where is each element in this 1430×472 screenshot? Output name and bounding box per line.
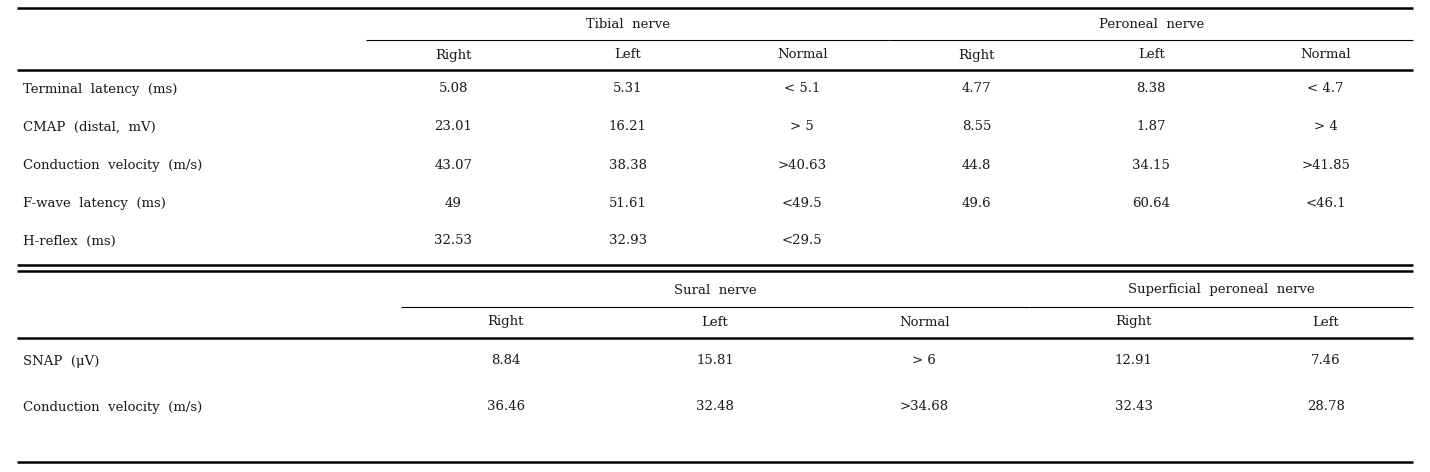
- Text: >41.85: >41.85: [1301, 159, 1350, 171]
- Text: Left: Left: [615, 49, 641, 61]
- Text: Right: Right: [488, 315, 523, 329]
- Text: 8.38: 8.38: [1137, 83, 1165, 95]
- Text: 49.6: 49.6: [962, 196, 991, 210]
- Text: Normal: Normal: [1300, 49, 1351, 61]
- Text: >34.68: >34.68: [899, 401, 950, 413]
- Text: 8.55: 8.55: [962, 120, 991, 134]
- Text: < 4.7: < 4.7: [1307, 83, 1344, 95]
- Text: Right: Right: [958, 49, 995, 61]
- Text: 4.77: 4.77: [962, 83, 991, 95]
- Text: Left: Left: [1138, 49, 1164, 61]
- Text: > 4: > 4: [1314, 120, 1337, 134]
- Text: Terminal  latency  (ms): Terminal latency (ms): [23, 83, 177, 95]
- Text: 32.48: 32.48: [696, 401, 734, 413]
- Text: <49.5: <49.5: [782, 196, 822, 210]
- Text: < 5.1: < 5.1: [784, 83, 821, 95]
- Text: 5.31: 5.31: [613, 83, 642, 95]
- Text: H-reflex  (ms): H-reflex (ms): [23, 235, 116, 247]
- Text: Left: Left: [702, 315, 728, 329]
- Text: 7.46: 7.46: [1311, 354, 1340, 368]
- Text: F-wave  latency  (ms): F-wave latency (ms): [23, 196, 166, 210]
- Text: Right: Right: [435, 49, 472, 61]
- Text: > 5: > 5: [791, 120, 814, 134]
- Text: 49: 49: [445, 196, 462, 210]
- Text: 60.64: 60.64: [1133, 196, 1170, 210]
- Text: 36.46: 36.46: [486, 401, 525, 413]
- Text: 32.43: 32.43: [1115, 401, 1153, 413]
- Text: 34.15: 34.15: [1133, 159, 1170, 171]
- Text: Tibial  nerve: Tibial nerve: [586, 17, 669, 31]
- Text: Superficial  peroneal  nerve: Superficial peroneal nerve: [1128, 284, 1314, 296]
- Text: 32.53: 32.53: [435, 235, 472, 247]
- Text: CMAP  (distal,  mV): CMAP (distal, mV): [23, 120, 156, 134]
- Text: Peroneal  nerve: Peroneal nerve: [1098, 17, 1204, 31]
- Text: 23.01: 23.01: [435, 120, 472, 134]
- Text: 28.78: 28.78: [1307, 401, 1344, 413]
- Text: 44.8: 44.8: [962, 159, 991, 171]
- Text: Conduction  velocity  (m/s): Conduction velocity (m/s): [23, 401, 202, 413]
- Text: <29.5: <29.5: [782, 235, 822, 247]
- Text: >40.63: >40.63: [778, 159, 827, 171]
- Text: 12.91: 12.91: [1115, 354, 1153, 368]
- Text: Sural  nerve: Sural nerve: [674, 284, 756, 296]
- Text: > 6: > 6: [912, 354, 937, 368]
- Text: 5.08: 5.08: [439, 83, 468, 95]
- Text: 16.21: 16.21: [609, 120, 646, 134]
- Text: Normal: Normal: [899, 315, 950, 329]
- Text: Right: Right: [1115, 315, 1153, 329]
- Text: 32.93: 32.93: [609, 235, 646, 247]
- Text: Conduction  velocity  (m/s): Conduction velocity (m/s): [23, 159, 202, 171]
- Text: 15.81: 15.81: [696, 354, 734, 368]
- Text: 51.61: 51.61: [609, 196, 646, 210]
- Text: SNAP  (μV): SNAP (μV): [23, 354, 99, 368]
- Text: 8.84: 8.84: [490, 354, 521, 368]
- Text: <46.1: <46.1: [1306, 196, 1346, 210]
- Text: 38.38: 38.38: [609, 159, 646, 171]
- Text: 43.07: 43.07: [435, 159, 472, 171]
- Text: 1.87: 1.87: [1137, 120, 1165, 134]
- Text: Left: Left: [1313, 315, 1338, 329]
- Text: Normal: Normal: [776, 49, 828, 61]
